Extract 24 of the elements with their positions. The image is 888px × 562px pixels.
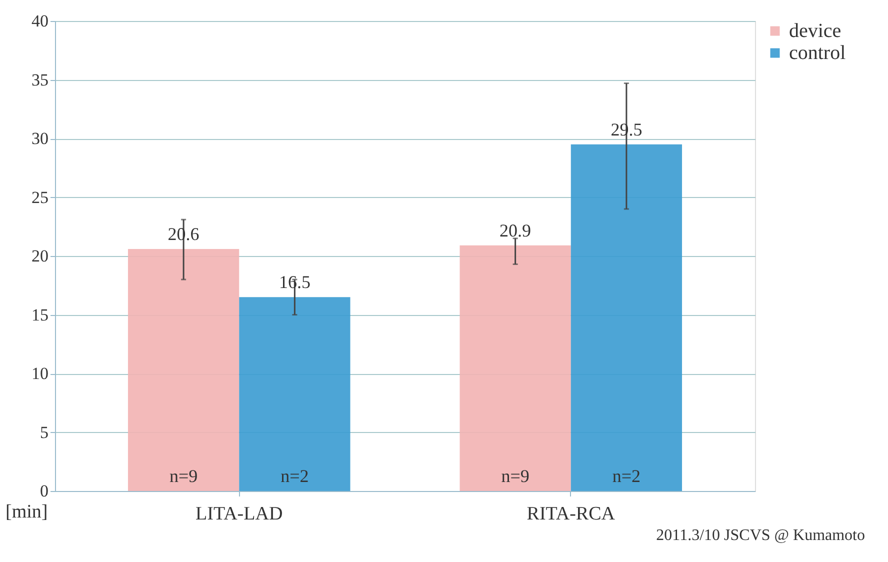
legend-label: device bbox=[789, 20, 842, 42]
bar bbox=[239, 297, 350, 491]
y-tick-label: 5 bbox=[40, 422, 48, 442]
legend-label: control bbox=[789, 42, 846, 64]
text: 2011.3/10 JSCVS @ Kumamoto bbox=[656, 527, 865, 544]
x-tick-label: LITA-LAD bbox=[196, 504, 283, 524]
y-axis-title: [min] bbox=[6, 502, 48, 522]
annotation: n=2 bbox=[612, 466, 641, 486]
data-label: 20.9 bbox=[500, 220, 532, 240]
y-tick-label: 10 bbox=[32, 364, 48, 383]
bar bbox=[128, 248, 240, 491]
y-tick-label: 35 bbox=[32, 70, 48, 90]
y-tick-label: 15 bbox=[32, 305, 48, 324]
annotation: n=9 bbox=[169, 466, 198, 486]
y-tick-label: 25 bbox=[32, 188, 48, 207]
annotation: n=9 bbox=[501, 466, 530, 486]
y-tick-label: 20 bbox=[32, 246, 48, 266]
annotation: n=2 bbox=[280, 466, 309, 486]
y-tick-label: 0 bbox=[40, 482, 48, 500]
bar bbox=[460, 245, 571, 491]
y-tick-label: 40 bbox=[32, 12, 48, 30]
y-tick-label: 30 bbox=[32, 129, 48, 148]
bar bbox=[570, 144, 682, 491]
x-tick-label: RITA-RCA bbox=[526, 504, 616, 524]
